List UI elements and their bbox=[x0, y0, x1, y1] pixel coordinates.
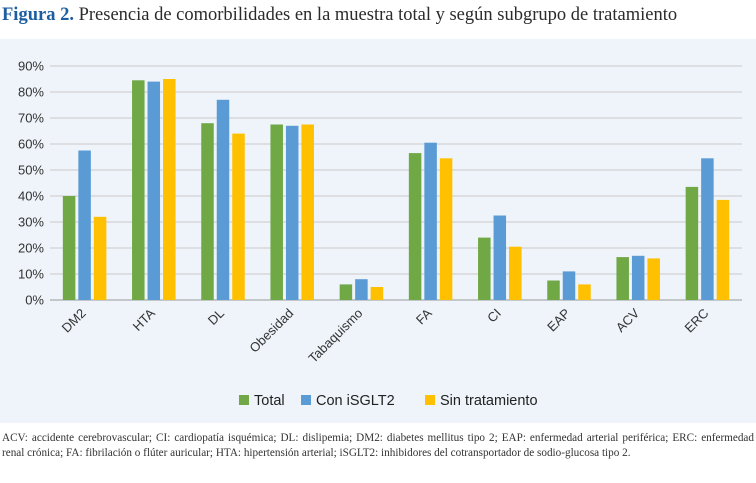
x-tick-label: HTA bbox=[130, 305, 159, 334]
x-axis: DM2 HTA DL Obesidad Tabaquismo FA CI EAP ACV ERC bbox=[59, 305, 712, 365]
bar-tabaquismo-1 bbox=[355, 279, 368, 300]
bar-dl-2 bbox=[232, 133, 245, 300]
legend-label: Con iSGLT2 bbox=[316, 393, 395, 409]
bar-obesidad-0 bbox=[270, 124, 283, 300]
bar-acv-1 bbox=[631, 255, 645, 300]
bar-hta-0 bbox=[132, 80, 145, 300]
bar-fa-1 bbox=[424, 142, 437, 300]
figure-title: Figura 2. Presencia de comorbilidades en… bbox=[2, 4, 754, 26]
bar-tabaquismo-0 bbox=[339, 284, 353, 300]
x-tick-label: FA bbox=[413, 305, 435, 327]
y-tick-label: 40% bbox=[18, 189, 44, 204]
bar-eap-2 bbox=[578, 284, 591, 300]
y-tick-label: 30% bbox=[18, 215, 44, 230]
bar-acv-2 bbox=[647, 258, 660, 300]
legend-swatch bbox=[239, 395, 249, 405]
bar-dl-1 bbox=[216, 99, 230, 300]
bars bbox=[62, 79, 730, 300]
y-tick-label: 50% bbox=[18, 163, 44, 178]
legend: Total Con iSGLT2 Sin tratamiento bbox=[239, 393, 538, 409]
bar-erc-1 bbox=[701, 158, 714, 300]
x-tick-label: Tabaquismo bbox=[305, 306, 365, 366]
x-tick-label: ERC bbox=[682, 306, 712, 336]
figure-label: Figura 2. bbox=[2, 5, 74, 25]
chart-panel bbox=[0, 39, 756, 423]
x-tick-label: EAP bbox=[544, 306, 573, 335]
y-tick-label: 20% bbox=[18, 241, 44, 256]
bar-erc-2 bbox=[716, 199, 730, 300]
y-axis: 0% 10% 20% 30% 40% 50% 60% 70% 80% 90% bbox=[18, 59, 44, 308]
bar-obesidad-1 bbox=[285, 125, 299, 300]
bar-dm2-1 bbox=[78, 150, 91, 300]
bar-dm2-2 bbox=[93, 216, 107, 300]
bar-tabaquismo-2 bbox=[370, 287, 384, 300]
y-tick-label: 10% bbox=[18, 267, 44, 282]
bar-eap-0 bbox=[547, 280, 560, 300]
y-tick-label: 80% bbox=[18, 85, 44, 100]
x-tick-label: ACV bbox=[613, 305, 643, 335]
bar-fa-0 bbox=[408, 153, 422, 300]
y-tick-label: 0% bbox=[25, 293, 44, 308]
bar-ci-2 bbox=[509, 246, 522, 300]
x-tick-label: CI bbox=[484, 306, 504, 326]
bar-dl-0 bbox=[201, 123, 214, 300]
bar-chart: 0% 10% 20% 30% 40% 50% 60% 70% 80% 90% DM2 HTA DL Ob… bbox=[18, 59, 742, 409]
bar-hta-1 bbox=[147, 81, 161, 300]
y-tick-label: 90% bbox=[18, 59, 44, 74]
x-tick-label: DM2 bbox=[59, 306, 89, 336]
legend-swatch bbox=[425, 395, 435, 405]
x-tick-label: Obesidad bbox=[246, 306, 296, 356]
figure-caption: ACV: accidente cerebrovascular; CI: card… bbox=[2, 432, 754, 459]
legend-label: Sin tratamiento bbox=[440, 393, 538, 409]
y-tick-label: 60% bbox=[18, 137, 44, 152]
figure-title-text: Presencia de comorbilidades en la muestr… bbox=[78, 5, 678, 25]
y-tick-label: 70% bbox=[18, 111, 44, 126]
bar-eap-1 bbox=[562, 271, 576, 300]
bar-ci-0 bbox=[478, 237, 491, 300]
bar-acv-0 bbox=[616, 257, 629, 300]
legend-label: Total bbox=[254, 393, 285, 409]
bar-obesidad-2 bbox=[301, 124, 314, 300]
x-tick-label: DL bbox=[205, 306, 227, 328]
bar-dm2-0 bbox=[62, 196, 76, 300]
legend-swatch bbox=[301, 395, 311, 405]
bar-ci-1 bbox=[493, 215, 507, 300]
bar-fa-2 bbox=[439, 158, 453, 300]
bar-hta-2 bbox=[163, 79, 176, 300]
bar-erc-0 bbox=[685, 186, 699, 300]
